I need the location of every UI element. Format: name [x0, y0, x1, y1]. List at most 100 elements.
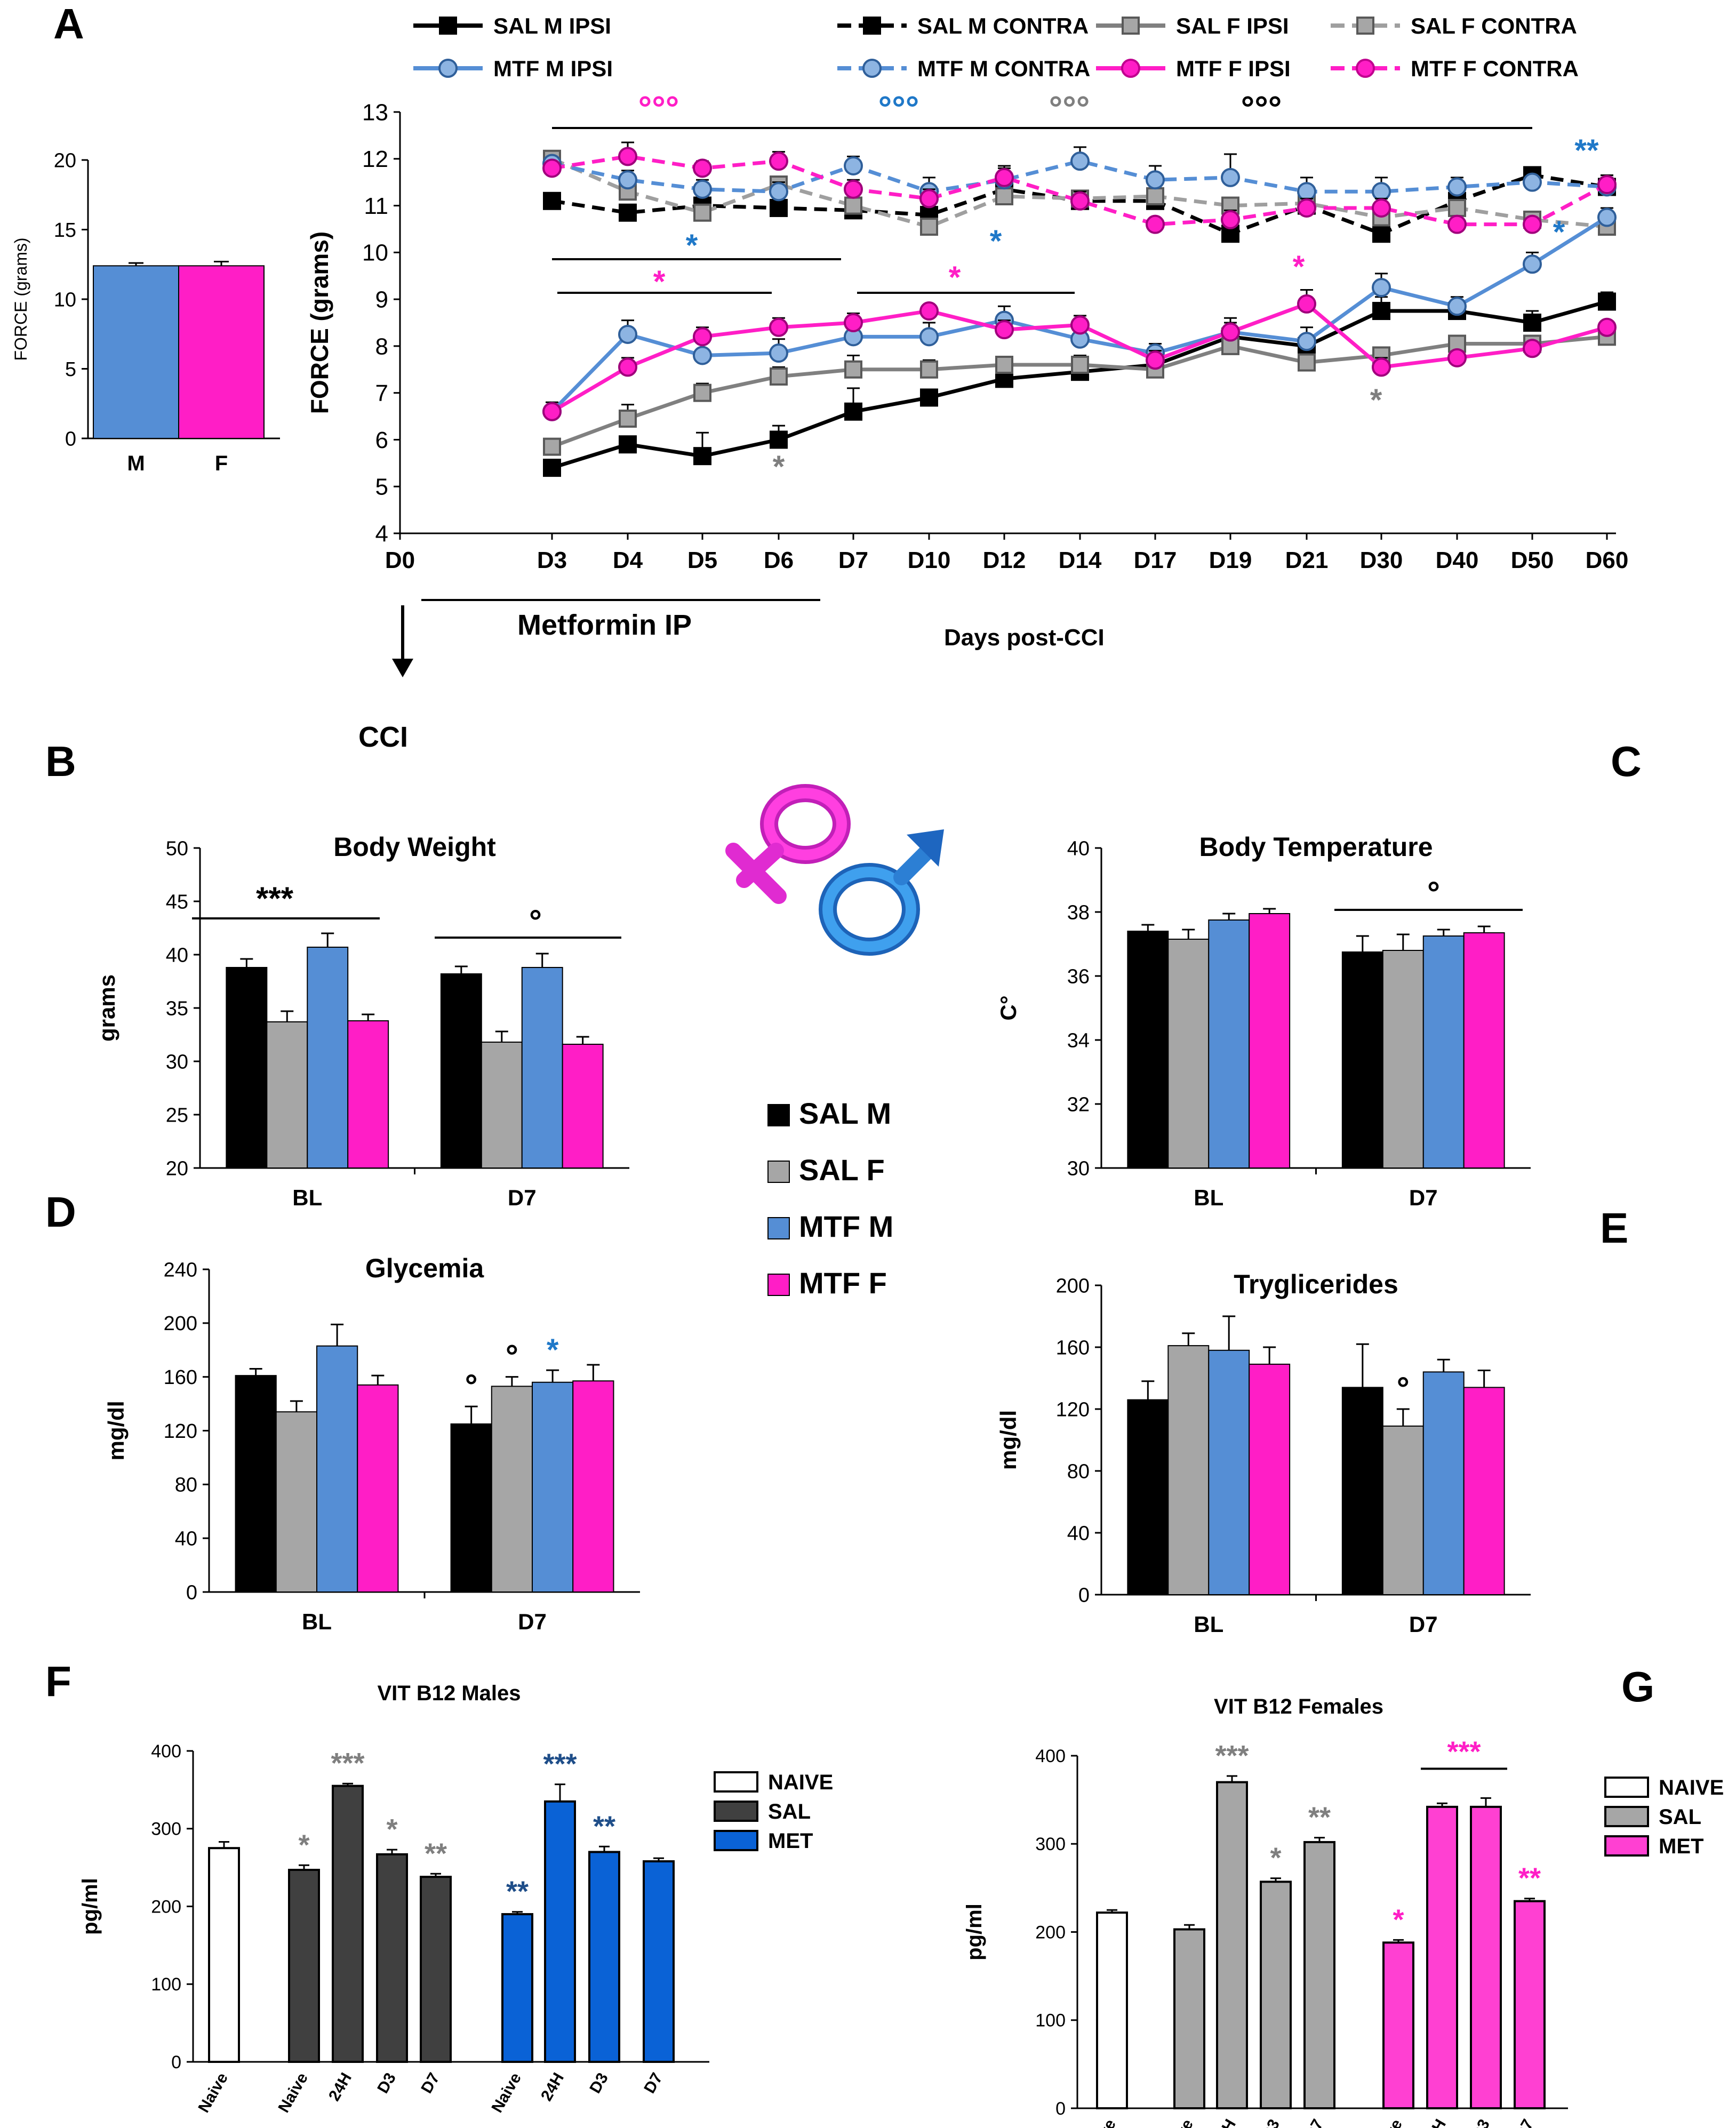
bar: [93, 265, 179, 439]
legend-label: MET: [1659, 1835, 1703, 1858]
y-tick-label: 80: [1067, 1460, 1090, 1483]
series-mtf-f-ipsi: [542, 289, 1617, 421]
data-point: [769, 317, 788, 337]
x-tick-label: D12: [983, 547, 1026, 573]
y-tick-label: 30: [1067, 1157, 1090, 1180]
data-point: [1146, 350, 1165, 370]
metformin-label: Metformin IP: [517, 609, 692, 641]
y-tick-label: 80: [175, 1474, 197, 1497]
chart-title: Body Weight: [333, 832, 496, 862]
data-point: [1070, 191, 1090, 211]
data-point: [1372, 357, 1391, 377]
legend-a-label: MTF M IPSI: [493, 56, 613, 81]
series-mtf-m-ipsi: [542, 207, 1617, 421]
x-tick-label: D7: [1301, 2116, 1327, 2128]
y-tick-label: 40: [166, 944, 188, 966]
x-tick-label: Naive: [488, 2070, 525, 2116]
x-tick-label: D19: [1209, 547, 1252, 573]
significance-marker: ***: [1447, 1735, 1481, 1767]
series-line: [551, 154, 1608, 227]
y-tick-label: 5: [375, 474, 388, 500]
significance-marker: **: [506, 1876, 529, 1908]
bar: [226, 967, 268, 1169]
y-tick-label: 8: [375, 333, 388, 359]
legend-swatch: [1604, 1806, 1649, 1827]
x-tick-label: D5: [687, 547, 717, 573]
legend-a-marker: [1356, 59, 1375, 78]
significance-marker: °: [1397, 1371, 1410, 1406]
y-tick-label: 12: [362, 146, 388, 172]
x-tick-label: D7: [508, 1185, 537, 1210]
legend-a-item: SAL F IPSI: [1096, 13, 1289, 38]
significance-marker: **: [593, 1810, 615, 1842]
data-point: [1146, 214, 1165, 234]
data-point: [542, 402, 562, 421]
chart-title: Tryglicerides: [1234, 1269, 1398, 1299]
y-tick-label: 120: [1056, 1398, 1090, 1421]
data-point: [618, 324, 637, 344]
legend-a-item: SAL F CONTRA: [1331, 13, 1577, 38]
significance-marker: °°°: [1049, 89, 1090, 127]
chart-body-weight: 20 25 30 35 40 45 50 Body Weight BL D7 grams *** °: [94, 832, 629, 1210]
bar: [266, 1021, 308, 1169]
bar: [420, 1876, 452, 2063]
significance-marker: ***: [256, 881, 294, 916]
chart-baseline-force: 0 5 10 15 20 M F FORCE (grams): [11, 149, 280, 475]
legend-swatch: [767, 1104, 790, 1126]
data-point: [1597, 207, 1617, 227]
legend-group-item: SAL M: [767, 1097, 891, 1130]
data-point: [693, 203, 711, 222]
data-point: [919, 189, 939, 209]
data-point: [1372, 225, 1390, 243]
y-tick-label: 11: [364, 193, 388, 219]
legend-swatch: [714, 1801, 758, 1822]
gender-symbols-icon: [725, 784, 944, 956]
data-point: [543, 459, 561, 477]
x-tick-label: F: [215, 452, 228, 475]
significance-marker: *: [1293, 250, 1305, 284]
x-tick-label: Naive: [1083, 2116, 1119, 2128]
x-tick-label: 24H: [1420, 2116, 1450, 2128]
data-point: [1146, 187, 1164, 205]
y-tick-label: 40: [1067, 837, 1090, 860]
bar: [1382, 1941, 1414, 2110]
legend-b12-item: NAIVE: [714, 1771, 833, 1794]
legend-label: NAIVE: [768, 1771, 833, 1794]
bar: [1216, 1781, 1248, 2109]
bar: [1303, 1841, 1335, 2110]
data-point: [844, 402, 862, 421]
legend-a-label: MTF F CONTRA: [1411, 56, 1579, 81]
data-point: [619, 409, 637, 428]
significance-marker: °°°: [878, 89, 919, 127]
data-point: [1221, 210, 1240, 229]
legend-a-marker: [863, 17, 881, 35]
bar: [1463, 932, 1505, 1169]
significance-marker: *: [547, 1333, 559, 1367]
data-point: [1523, 214, 1542, 234]
data-point: [1523, 339, 1542, 358]
legend-a-marker: [1356, 17, 1374, 35]
x-tick-label: D3: [537, 547, 567, 573]
y-tick-label: 7: [375, 380, 388, 406]
significance-marker: **: [1308, 1802, 1331, 1834]
chart-title: VIT B12 Males: [377, 1682, 521, 1705]
data-point: [619, 203, 637, 222]
y-tick-label: 10: [54, 289, 76, 311]
data-point: [770, 430, 788, 449]
data-point: [769, 151, 788, 171]
bar: [1249, 913, 1291, 1169]
data-point: [1070, 151, 1090, 171]
significance-marker: *: [686, 228, 698, 263]
panel-label-f: F: [45, 1658, 71, 1705]
y-axis-title: FORCE (grams): [11, 237, 30, 361]
y-tick-label: 10: [362, 240, 388, 266]
y-tick-label: 0: [1078, 1584, 1090, 1606]
x-tick-label: BL: [302, 1609, 332, 1634]
x-tick-label: D3: [1468, 2116, 1493, 2128]
y-tick-label: 6: [375, 427, 388, 453]
legend-groups: SAL M SAL F MTF M MTF F: [767, 1097, 893, 1300]
data-point: [543, 437, 561, 456]
x-tick-label: Naive: [1160, 2116, 1197, 2128]
bar: [1422, 935, 1465, 1169]
data-point: [1297, 294, 1316, 314]
